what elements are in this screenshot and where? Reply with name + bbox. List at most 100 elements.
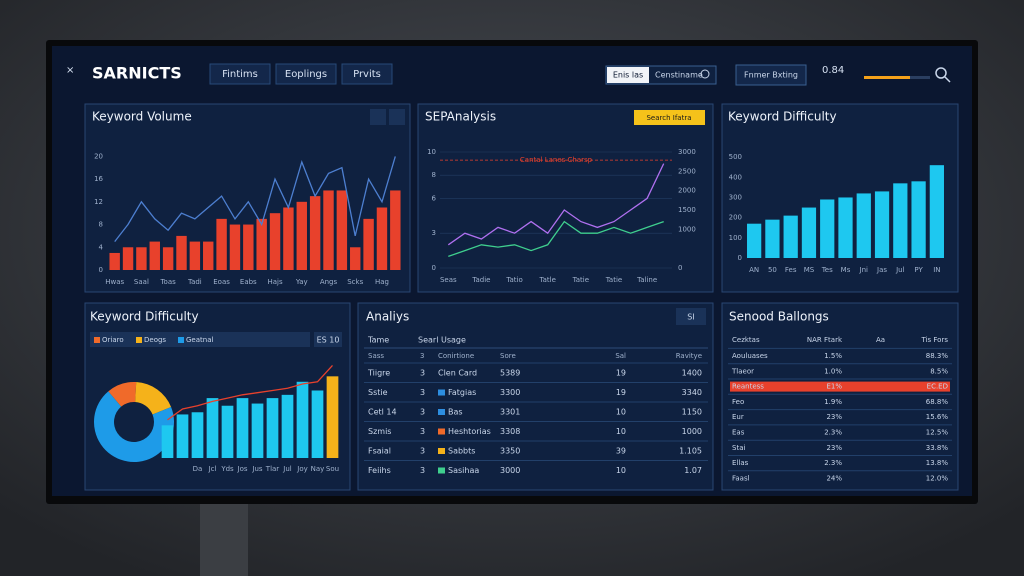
table-cell: 2.3%: [824, 459, 842, 467]
panel-title: Analiys: [366, 310, 409, 324]
y2-tick-label: 1000: [678, 225, 696, 233]
bar: [874, 191, 890, 258]
menu-icon[interactable]: ×: [66, 65, 74, 76]
bar: [109, 252, 120, 270]
panel-button-label[interactable]: ES 10: [317, 336, 340, 345]
bar: [189, 241, 201, 270]
table-cell: Tlaeor: [731, 367, 754, 375]
brand: SARNICTS: [92, 64, 182, 83]
table-header: 3: [420, 352, 424, 360]
table-cell: EC.ED: [927, 383, 948, 391]
table-cell: 1.105: [679, 447, 702, 456]
search-tab[interactable]: [607, 67, 649, 83]
nav-button[interactable]: [341, 63, 393, 85]
table-cell: 1.9%: [824, 398, 842, 406]
bar: [856, 193, 871, 258]
bar: [801, 207, 817, 258]
legend-label: Geatnal: [186, 336, 213, 344]
row-swatch: [438, 467, 445, 474]
bar: [191, 412, 204, 458]
panel-title: Keyword Difficulty: [728, 110, 837, 124]
x-tick-label: Hag: [375, 278, 389, 286]
stand: [200, 496, 248, 576]
x-tick-label: Jni: [859, 266, 869, 274]
bar: [251, 403, 264, 458]
header-stat: 0.84: [822, 65, 844, 76]
table-cell: Sabbts: [448, 447, 475, 456]
table-cell: Eas: [732, 429, 745, 437]
bar: [838, 197, 853, 258]
table-cell: Tiigre: [367, 369, 390, 378]
bar: [281, 394, 294, 458]
table-cell: Faasl: [732, 474, 750, 482]
y-tick-label: 8: [99, 221, 103, 229]
bar: [929, 165, 944, 258]
header-button-label[interactable]: Fnmer Bxting: [744, 71, 798, 80]
panel-button[interactable]: [389, 109, 405, 125]
y2-tick-label: 1500: [678, 206, 696, 214]
bar: [283, 207, 294, 270]
progress-fill: [864, 76, 910, 79]
y-tick-label: 500: [729, 153, 742, 161]
table-cell: Reantess: [732, 383, 764, 391]
table-cell: 3: [420, 447, 425, 456]
table-header: Sore: [500, 352, 516, 360]
table-cell: Fsaial: [368, 447, 391, 456]
table-cell: 10: [616, 408, 626, 417]
y-tick-label: 400: [729, 173, 742, 181]
bar: [266, 398, 279, 458]
search-tab-label[interactable]: Enis las: [613, 71, 643, 80]
x-tick-label: Toas: [159, 278, 176, 286]
x-tick-label: Tatio: [505, 276, 522, 284]
search-icon[interactable]: [700, 69, 710, 79]
panel-title: Senood Ballongs: [729, 310, 829, 324]
legend-swatch: [178, 337, 184, 343]
table-cell: 12.5%: [926, 429, 949, 437]
bar: [747, 223, 762, 258]
table-header: Ravitye: [676, 352, 702, 360]
header-button[interactable]: [735, 64, 807, 86]
nav-button[interactable]: [275, 63, 337, 85]
bar: [376, 207, 388, 270]
panel: [721, 302, 959, 491]
bar: [161, 425, 174, 458]
nav-label[interactable]: Prvits: [353, 69, 381, 80]
x-tick-label: Da: [193, 465, 203, 473]
search-tab-label[interactable]: Censtiname: [655, 71, 703, 80]
bar: [911, 181, 926, 258]
nav-button[interactable]: [209, 63, 271, 85]
bar: [326, 376, 339, 458]
panel-button[interactable]: [314, 332, 342, 347]
x-tick-label: Eoas: [213, 278, 230, 286]
table-cell: 3350: [500, 447, 520, 456]
nav-label[interactable]: Eoplings: [285, 69, 327, 80]
bar: [206, 398, 219, 458]
x-tick-label: Fes: [785, 266, 797, 274]
table-cell: 2.3%: [824, 429, 842, 437]
panel-button[interactable]: [370, 109, 386, 125]
nav-label[interactable]: Fintims: [222, 69, 258, 80]
x-tick-label: Hajs: [267, 278, 282, 286]
y-tick-label: 3: [432, 229, 436, 237]
y-tick-label: 300: [729, 193, 742, 201]
badge-label: Search Ifatra: [646, 114, 691, 122]
panel-button[interactable]: [676, 308, 706, 325]
y2-tick-label: 2000: [678, 187, 696, 195]
x-tick-label: Saal: [134, 278, 149, 286]
bar: [783, 215, 798, 258]
x-tick-label: Jul: [282, 465, 292, 473]
table-group-header: Tame: [367, 336, 389, 345]
panel-button-label[interactable]: SI: [687, 313, 694, 322]
table-cell: 24%: [826, 474, 842, 482]
search-icon[interactable]: [935, 67, 947, 79]
x-tick-label: Ms: [841, 266, 851, 274]
bar: [203, 241, 214, 270]
legend-swatch: [136, 337, 142, 343]
line: [447, 163, 665, 246]
bar: [221, 405, 234, 458]
table-cell: 1.5%: [824, 352, 842, 360]
bar: [236, 398, 249, 458]
table-cell: Eur: [732, 413, 744, 421]
x-tick-label: AN: [749, 266, 759, 274]
